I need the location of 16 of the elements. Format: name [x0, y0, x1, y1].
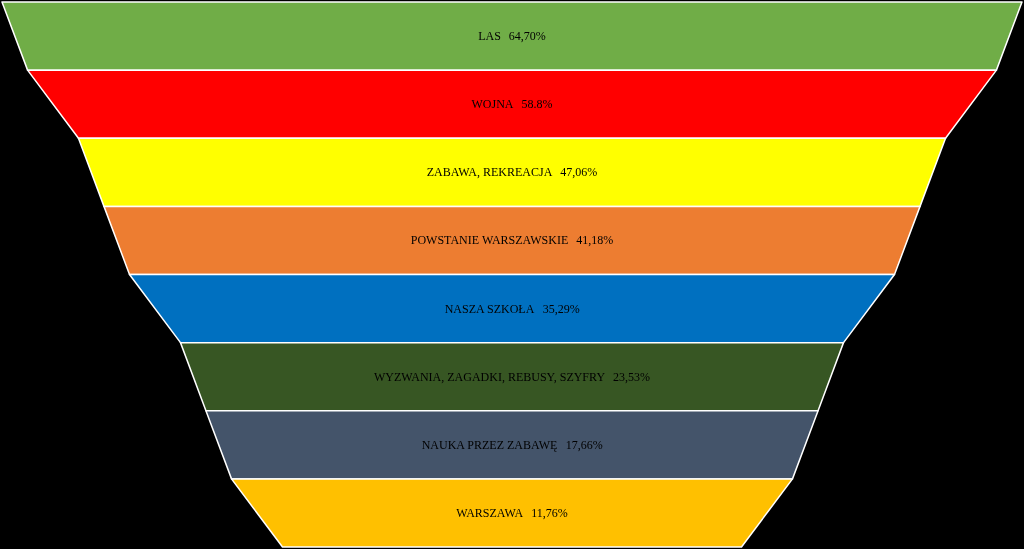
data-label: 41,18%	[576, 233, 614, 248]
data-label: 64,70%	[508, 29, 546, 44]
data-label: 23,53%	[613, 369, 651, 384]
category-label: POWSTANIE WARSZAWSKIE	[410, 233, 569, 248]
category-label: WYZWANIA, ZAGADKI, REBUSY, SZYFRY	[373, 369, 606, 384]
data-label: 11,76%	[531, 505, 568, 520]
category-label: WOJNA	[471, 97, 514, 112]
data-label: 35,29%	[542, 301, 580, 316]
data-label: 58.8%	[521, 97, 553, 112]
data-label: 17,66%	[565, 437, 603, 452]
category-label: NASZA SZKOŁA	[444, 301, 535, 316]
category-label: LAS	[478, 29, 501, 44]
category-label: WARSZAWA	[456, 505, 524, 520]
category-label: ZABAWA, REKREACJA	[426, 165, 553, 180]
data-label: 47,06%	[560, 165, 598, 180]
category-label: NAUKA PRZEZ ZABAWĘ	[421, 437, 558, 452]
